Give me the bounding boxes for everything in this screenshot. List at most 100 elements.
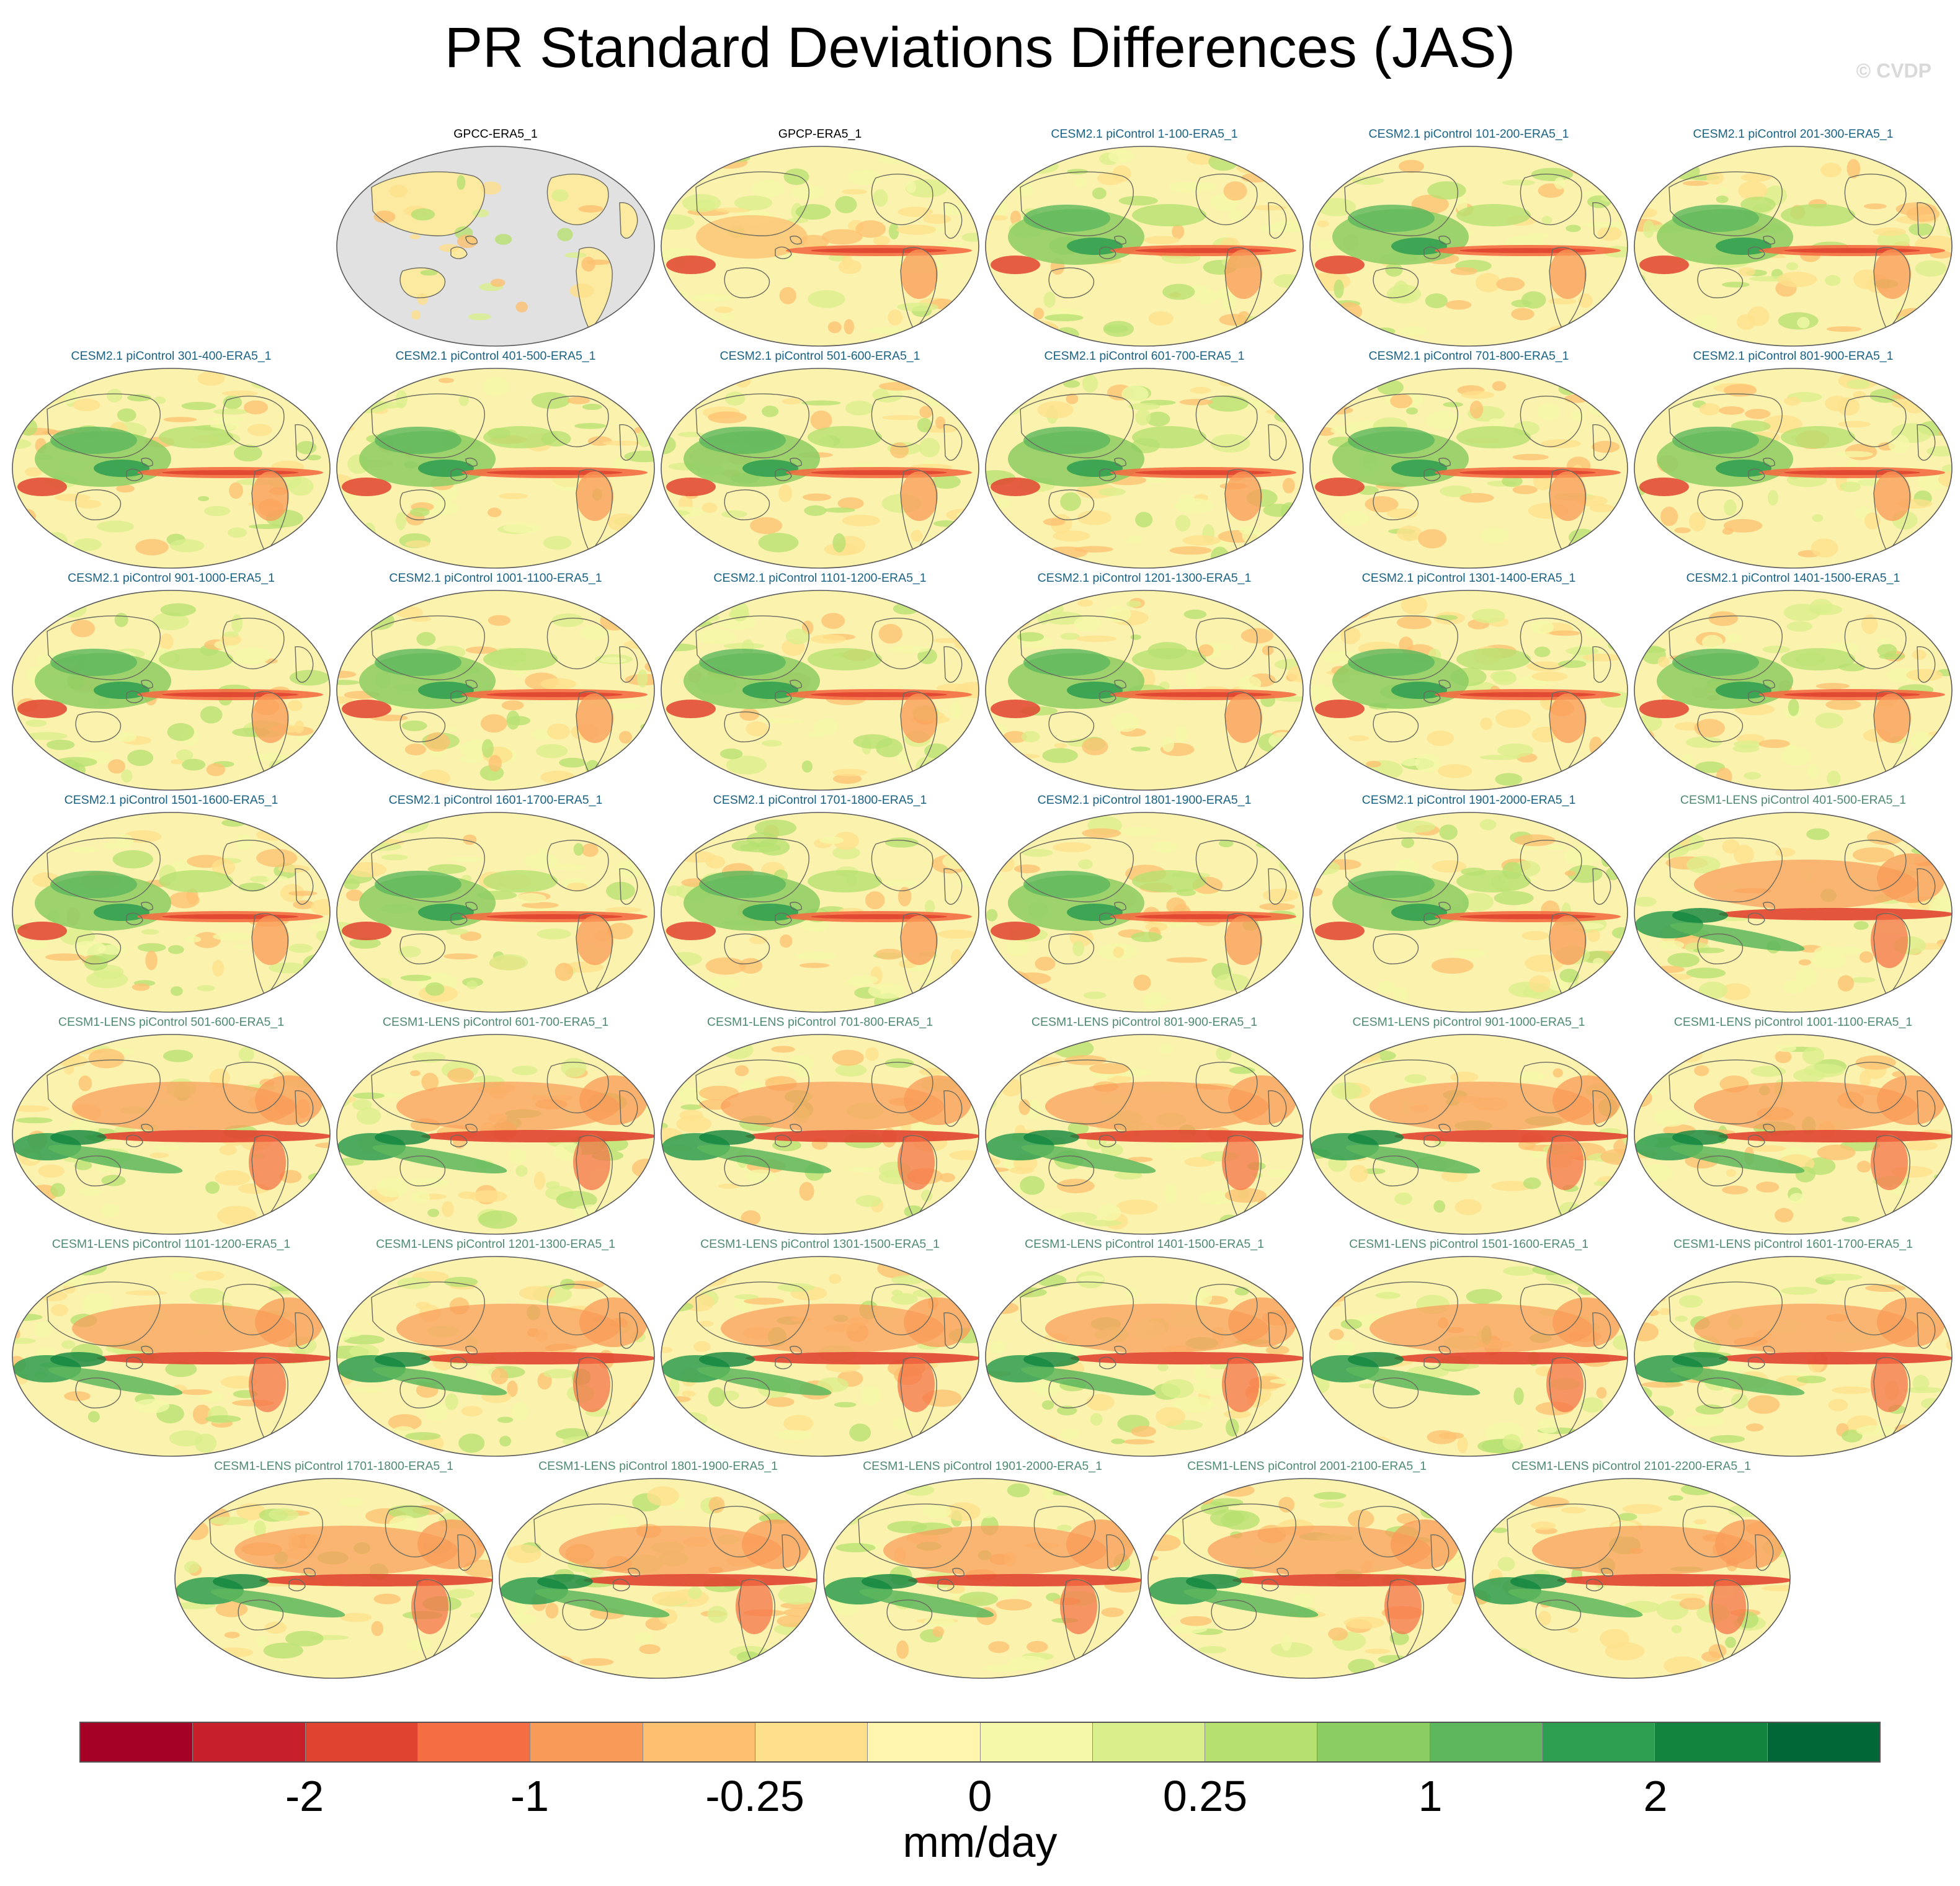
map-panel-title: CESM2.1 piControl 801-900-ERA5_1 — [1693, 349, 1894, 363]
map-ellipse — [1309, 368, 1628, 569]
map-panel: CESM1-LENS piControl 2001-2100-ERA5_1 — [1146, 1459, 1468, 1681]
map-border — [1634, 1256, 1953, 1457]
map-ellipse — [823, 1478, 1142, 1679]
map-panel: CESM2.1 piControl 1901-2000-ERA5_1 — [1307, 793, 1630, 1015]
map-panel: CESM2.1 piControl 701-800-ERA5_1 — [1307, 349, 1630, 571]
map-border — [1147, 1478, 1466, 1679]
precip-field — [1634, 590, 1952, 790]
map-border — [12, 1034, 331, 1235]
map-border — [12, 368, 331, 569]
map-panel: CESM1-LENS piControl 1101-1200-ERA5_1 — [10, 1237, 332, 1459]
map-ellipse — [336, 812, 655, 1013]
coastlines — [1668, 171, 1936, 331]
coastlines — [1668, 1059, 1936, 1219]
colorbar-swatch — [1655, 1723, 1768, 1761]
coastlines — [1507, 1503, 1774, 1663]
map-panel: CESM1-LENS piControl 501-600-ERA5_1 — [10, 1015, 332, 1237]
map-border — [1309, 1256, 1628, 1457]
map-panel-title: CESM1-LENS piControl 1001-1100-ERA5_1 — [1673, 1015, 1913, 1029]
precip-field — [1310, 1257, 1628, 1456]
precip-field — [12, 590, 330, 790]
map-panel-title: CESM1-LENS piControl 1801-1900-ERA5_1 — [538, 1459, 778, 1473]
map-panel-title: CESM2.1 piControl 601-700-ERA5_1 — [1044, 349, 1245, 363]
map-panel: CESM2.1 piControl 1201-1300-ERA5_1 — [983, 571, 1306, 793]
map-panel: CESM2.1 piControl 201-300-ERA5_1 — [1632, 127, 1954, 349]
coastlines — [371, 615, 638, 775]
coastlines — [47, 1059, 314, 1219]
colorbar-swatch — [980, 1723, 1093, 1761]
colorbar-swatch — [1205, 1723, 1318, 1761]
coastlines — [1344, 393, 1611, 553]
precip-field — [337, 812, 654, 1012]
coastlines — [1344, 1281, 1611, 1441]
map-border — [661, 590, 979, 791]
precip-field — [337, 1034, 654, 1234]
coastlines — [1344, 1059, 1611, 1219]
map-panel-title: CESM1-LENS piControl 2001-2100-ERA5_1 — [1187, 1459, 1427, 1473]
map-ellipse — [1634, 146, 1953, 347]
map-border — [661, 1256, 979, 1457]
coastlines — [209, 1503, 476, 1663]
coastlines — [371, 837, 638, 997]
precip-field — [661, 1257, 979, 1456]
map-panel: CESM1-LENS piControl 2101-2200-ERA5_1 — [1470, 1459, 1793, 1681]
map-border — [823, 1478, 1142, 1679]
map-panel-title: CESM2.1 piControl 401-500-ERA5_1 — [395, 349, 596, 363]
map-panel-title: CESM1-LENS piControl 1301-1500-ERA5_1 — [700, 1237, 940, 1251]
coastlines — [1668, 615, 1936, 775]
precip-field — [824, 1479, 1141, 1678]
map-ellipse — [985, 368, 1304, 569]
coastlines — [1344, 171, 1611, 331]
precip-field — [175, 1479, 492, 1678]
map-ellipse — [336, 368, 655, 569]
precip-field — [986, 1257, 1303, 1456]
map-panel-title: CESM1-LENS piControl 401-500-ERA5_1 — [1680, 793, 1907, 807]
map-ellipse — [1309, 146, 1628, 347]
map-border — [174, 1478, 493, 1679]
map-ellipse — [499, 1478, 817, 1679]
map-panel-title: CESM2.1 piControl 501-600-ERA5_1 — [719, 349, 920, 363]
coastlines — [371, 393, 638, 553]
map-panel: CESM2.1 piControl 101-200-ERA5_1 — [1307, 127, 1630, 349]
colorbar-swatch — [417, 1723, 531, 1761]
map-border — [499, 1478, 817, 1679]
map-ellipse — [1634, 368, 1953, 569]
map-panel: CESM1-LENS piControl 1201-1300-ERA5_1 — [334, 1237, 657, 1459]
map-border — [336, 812, 655, 1013]
coastlines — [533, 1503, 801, 1663]
map-panel-title: CESM1-LENS piControl 1901-2000-ERA5_1 — [863, 1459, 1102, 1473]
coastlines — [1020, 171, 1287, 331]
figure-title: PR Standard Deviations Differences (JAS) — [444, 16, 1516, 79]
map-panel: CESM1-LENS piControl 1601-1700-ERA5_1 — [1632, 1237, 1954, 1459]
coastlines — [1344, 615, 1611, 775]
map-border — [336, 1256, 655, 1457]
map-ellipse — [12, 1256, 331, 1457]
map-ellipse — [336, 590, 655, 791]
precip-field — [1310, 146, 1628, 346]
map-panel: CESM1-LENS piControl 1501-1600-ERA5_1 — [1307, 1237, 1630, 1459]
coastlines — [695, 1059, 963, 1219]
map-panel: CESM1-LENS piControl 1001-1100-ERA5_1 — [1632, 1015, 1954, 1237]
colorbar-tick-label: 0.25 — [1162, 1772, 1248, 1820]
map-ellipse — [1147, 1478, 1466, 1679]
colorbar-swatch — [305, 1723, 418, 1761]
coastlines — [1020, 837, 1287, 997]
coastlines — [47, 615, 314, 775]
precip-field — [1472, 1479, 1790, 1678]
coastlines — [47, 393, 314, 553]
map-panel-title: CESM1-LENS piControl 801-900-ERA5_1 — [1031, 1015, 1258, 1029]
map-border — [12, 590, 331, 791]
map-panel: CESM1-LENS piControl 801-900-ERA5_1 — [983, 1015, 1306, 1237]
map-ellipse — [985, 590, 1304, 791]
coastlines — [1020, 1281, 1287, 1441]
map-panel: CESM2.1 piControl 1801-1900-ERA5_1 — [983, 793, 1306, 1015]
map-panel: CESM1-LENS piControl 601-700-ERA5_1 — [334, 1015, 657, 1237]
coastlines — [1668, 1281, 1936, 1441]
map-panel: CESM1-LENS piControl 1401-1500-ERA5_1 — [983, 1237, 1306, 1459]
precip-field — [661, 590, 979, 790]
coastlines — [858, 1503, 1125, 1663]
map-border — [1309, 146, 1628, 347]
colorbar-swatch — [755, 1723, 868, 1761]
map-panel-title: CESM2.1 piControl 201-300-ERA5_1 — [1693, 127, 1894, 141]
precip-field — [986, 590, 1303, 790]
